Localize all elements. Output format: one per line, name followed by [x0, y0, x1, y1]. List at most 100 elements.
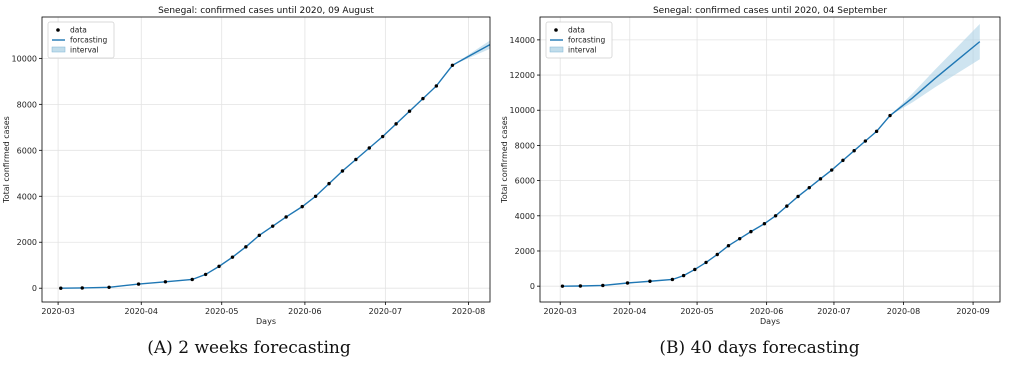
legend-label-interval: interval [70, 46, 99, 55]
data-point [818, 177, 823, 181]
x-tick-label: 2020-05 [680, 307, 713, 316]
legend-interval-marker [549, 46, 564, 53]
x-tick-label: 2020-08 [452, 307, 485, 316]
data-point [796, 194, 800, 199]
data-points [59, 63, 455, 290]
caption-a: (A) 2 weeks forecasting [0, 338, 498, 358]
y-tick-label: 4000 [515, 212, 535, 221]
data-point [203, 272, 208, 277]
data-point [257, 233, 261, 238]
data-point [217, 264, 221, 269]
data-point [807, 185, 811, 190]
x-tick-label: 2020-07 [369, 307, 402, 316]
data-point [681, 273, 686, 278]
data-point [407, 109, 412, 113]
data-point [852, 149, 856, 153]
data-point [244, 245, 248, 249]
data-point [190, 277, 194, 282]
legend-label-interval: interval [568, 46, 597, 55]
data-point [863, 139, 868, 143]
data-point [421, 96, 425, 101]
data-point [271, 224, 275, 228]
data-point [888, 113, 892, 118]
x-tick-label: 2020-07 [817, 307, 850, 316]
data-point [327, 181, 331, 186]
y-tick-label: 10000 [510, 106, 535, 115]
y-tick-label: 0 [530, 282, 535, 291]
y-axis-label: Total confirmed cases [500, 116, 509, 204]
legend-label-data: data [568, 26, 585, 35]
x-tick-label: 2020-03 [543, 307, 576, 316]
data-point [749, 229, 753, 234]
y-tick-label: 0 [32, 284, 37, 293]
interval-band [452, 40, 490, 66]
data-point [434, 84, 439, 88]
grid [540, 17, 1000, 302]
data-point [693, 267, 697, 272]
data-point [841, 158, 845, 163]
plot-frame [539, 16, 1001, 303]
y-tick-label: 8000 [515, 141, 535, 150]
x-axis-label: Days [256, 317, 276, 326]
data-point [367, 146, 371, 150]
y-tick-label: 14000 [510, 36, 535, 45]
data-point [670, 277, 675, 282]
caption-b: (B) 40 days forecasting [498, 338, 1021, 358]
data-point [340, 169, 345, 173]
y-tick-label: 2000 [17, 238, 37, 247]
y-tick-label: 10000 [12, 54, 37, 63]
chart-a: 2020-03 2020-04 2020-05 2020-06 2020-07 2020-… [2, 6, 491, 326]
x-tick-label: 2020-06 [750, 307, 783, 316]
data-point [785, 204, 789, 208]
interval-band [890, 24, 980, 116]
legend-data-marker [554, 28, 558, 32]
legend-label-data: data [70, 26, 87, 35]
chart-title: Senegal: confirmed cases until 2020, 04 … [653, 6, 887, 16]
legend-label-forcasting: forcasting [568, 36, 606, 45]
data-point [560, 284, 565, 288]
data-point [136, 282, 141, 286]
data-point [284, 215, 288, 219]
data-point [625, 281, 630, 285]
y-axis-label: Total confirmed cases [2, 116, 11, 204]
y-tick-label: 2000 [515, 247, 535, 256]
data-point [726, 244, 731, 248]
data-point [394, 122, 398, 126]
data-point [715, 252, 719, 257]
x-tick-label: 2020-09 [956, 307, 989, 316]
caption-a-text: 2 weeks forecasting [178, 338, 351, 358]
panel-a: 2020-03 2020-04 2020-05 2020-06 2020-07 2020-… [0, 0, 498, 358]
data-point [738, 236, 742, 241]
data-point [762, 222, 767, 226]
data-point [450, 63, 455, 67]
data-point [107, 285, 111, 289]
x-tick-label: 2020-03 [41, 307, 74, 316]
data-point [313, 194, 318, 198]
data-point [648, 279, 652, 283]
data-point [163, 280, 168, 284]
chart-title: Senegal: confirmed cases until 2020, 09 … [158, 6, 374, 16]
y-tick-label: 6000 [515, 177, 535, 186]
y-tick-label: 12000 [510, 71, 535, 80]
caption-b-label: (B) [659, 338, 686, 358]
data-point [59, 286, 63, 290]
legend-data-marker [56, 28, 60, 32]
data-point [230, 255, 235, 259]
y-tick-label: 8000 [17, 100, 37, 109]
x-tick-label: 2020-06 [288, 307, 321, 316]
y-tick-label: 6000 [17, 146, 37, 155]
data-point [354, 157, 358, 162]
legend-label-forcasting: forcasting [70, 36, 108, 45]
forecast-line [562, 41, 981, 287]
x-tick-label: 2020-08 [887, 307, 920, 316]
caption-a-label: (A) [147, 338, 173, 358]
data-point [578, 284, 583, 288]
x-tick-label: 2020-04 [125, 307, 158, 316]
data-point [300, 204, 304, 209]
data-point [80, 286, 84, 290]
x-tick-label: 2020-04 [613, 307, 646, 316]
x-tick-label: 2020-05 [205, 307, 238, 316]
grid [42, 17, 490, 302]
